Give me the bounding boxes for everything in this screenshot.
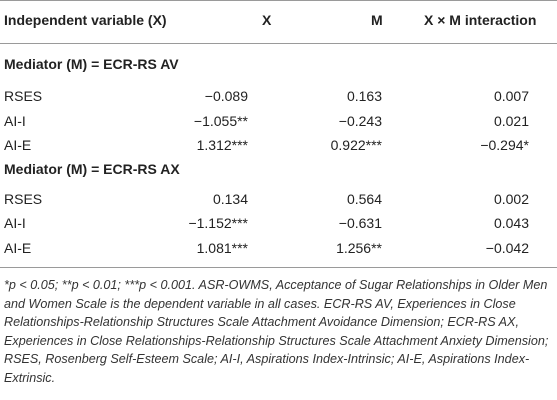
table-bottom-rule [0,267,557,268]
cell-m: −0.631 [338,215,382,231]
cell-x: −1.055** [193,113,248,129]
cell-xm: −0.042 [485,240,529,256]
group-title-ecr-rs-ax: Mediator (M) = ECR-RS AX [4,161,180,177]
header-x: X [262,12,272,28]
cell-xm: 0.002 [493,191,529,207]
header-independent-variable: Independent variable (X) [4,12,167,28]
header-interaction: X × M interaction [424,12,537,28]
cell-x: −1.152*** [188,215,248,231]
row-label: AI-E [4,137,32,153]
cell-m: 0.163 [346,88,382,104]
cell-m: 1.256** [336,240,382,256]
row-label: AI-I [4,113,26,129]
header-rule [0,43,557,44]
table-top-rule [0,0,557,1]
cell-m: −0.243 [338,113,382,129]
cell-xm: 0.043 [493,215,529,231]
row-label: RSES [4,191,43,207]
row-label: AI-E [4,240,32,256]
cell-xm: −0.294* [480,137,529,153]
table-footnote: *p < 0.05; **p < 0.01; ***p < 0.001. ASR… [4,278,549,385]
cell-m: 0.564 [346,191,382,207]
cell-x: −0.089 [204,88,248,104]
row-label: RSES [4,88,43,104]
cell-xm: 0.021 [493,113,529,129]
cell-m: 0.922*** [330,137,382,153]
cell-x: 1.081*** [196,240,248,256]
cell-x: 1.312*** [196,137,248,153]
header-m: M [371,12,383,28]
cell-x: 0.134 [212,191,248,207]
row-label: AI-I [4,215,26,231]
group-title-ecr-rs-av: Mediator (M) = ECR-RS AV [4,56,179,72]
cell-xm: 0.007 [493,88,529,104]
